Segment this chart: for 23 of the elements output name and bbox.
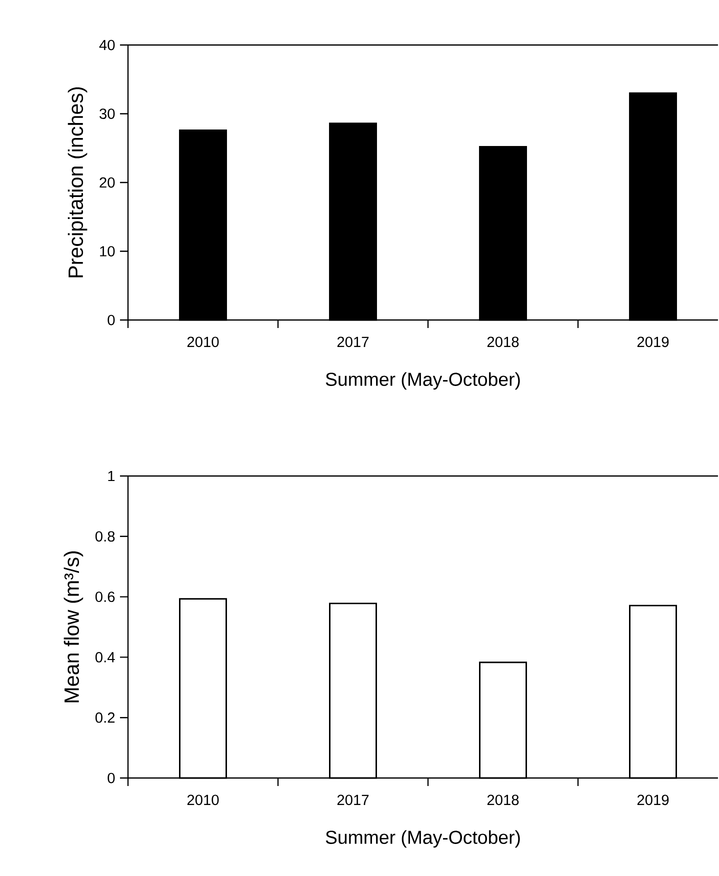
y-tick-label: 30 [100, 108, 115, 119]
y-tick-label: 40 [99, 40, 115, 50]
x-tick-label: 2017 [337, 336, 369, 348]
x-tick-label: 2019 [637, 794, 669, 806]
y-tick-label: 1 [108, 470, 115, 482]
y-tick-label: 0.8 [95, 531, 115, 542]
x-axis-title: Summer (May-October) [326, 372, 520, 390]
x-tick-label: 2010 [187, 336, 219, 348]
y-tick-label: 0.6 [95, 592, 115, 602]
x-tick-label: 2018 [487, 794, 519, 806]
y-tick-label: 0.4 [95, 652, 115, 662]
x-tick-label: 2018 [487, 336, 519, 348]
y-axis-title: Precipitation (inches) [68, 87, 88, 278]
x-tick-label: 2010 [187, 794, 219, 806]
y-axis-title: Mean flow (m³/s) [64, 551, 84, 702]
y-tick-label: 10 [100, 246, 115, 256]
y-tick-label: 20 [100, 177, 115, 188]
x-tick-label: 2017 [337, 794, 369, 806]
y-tick-label: 0.2 [95, 712, 115, 723]
x-tick-label: 2019 [637, 336, 669, 348]
y-tick-label: 0 [108, 772, 115, 784]
x-axis-title: Summer (May-October) [326, 830, 520, 848]
y-tick-label: 0 [108, 314, 115, 326]
